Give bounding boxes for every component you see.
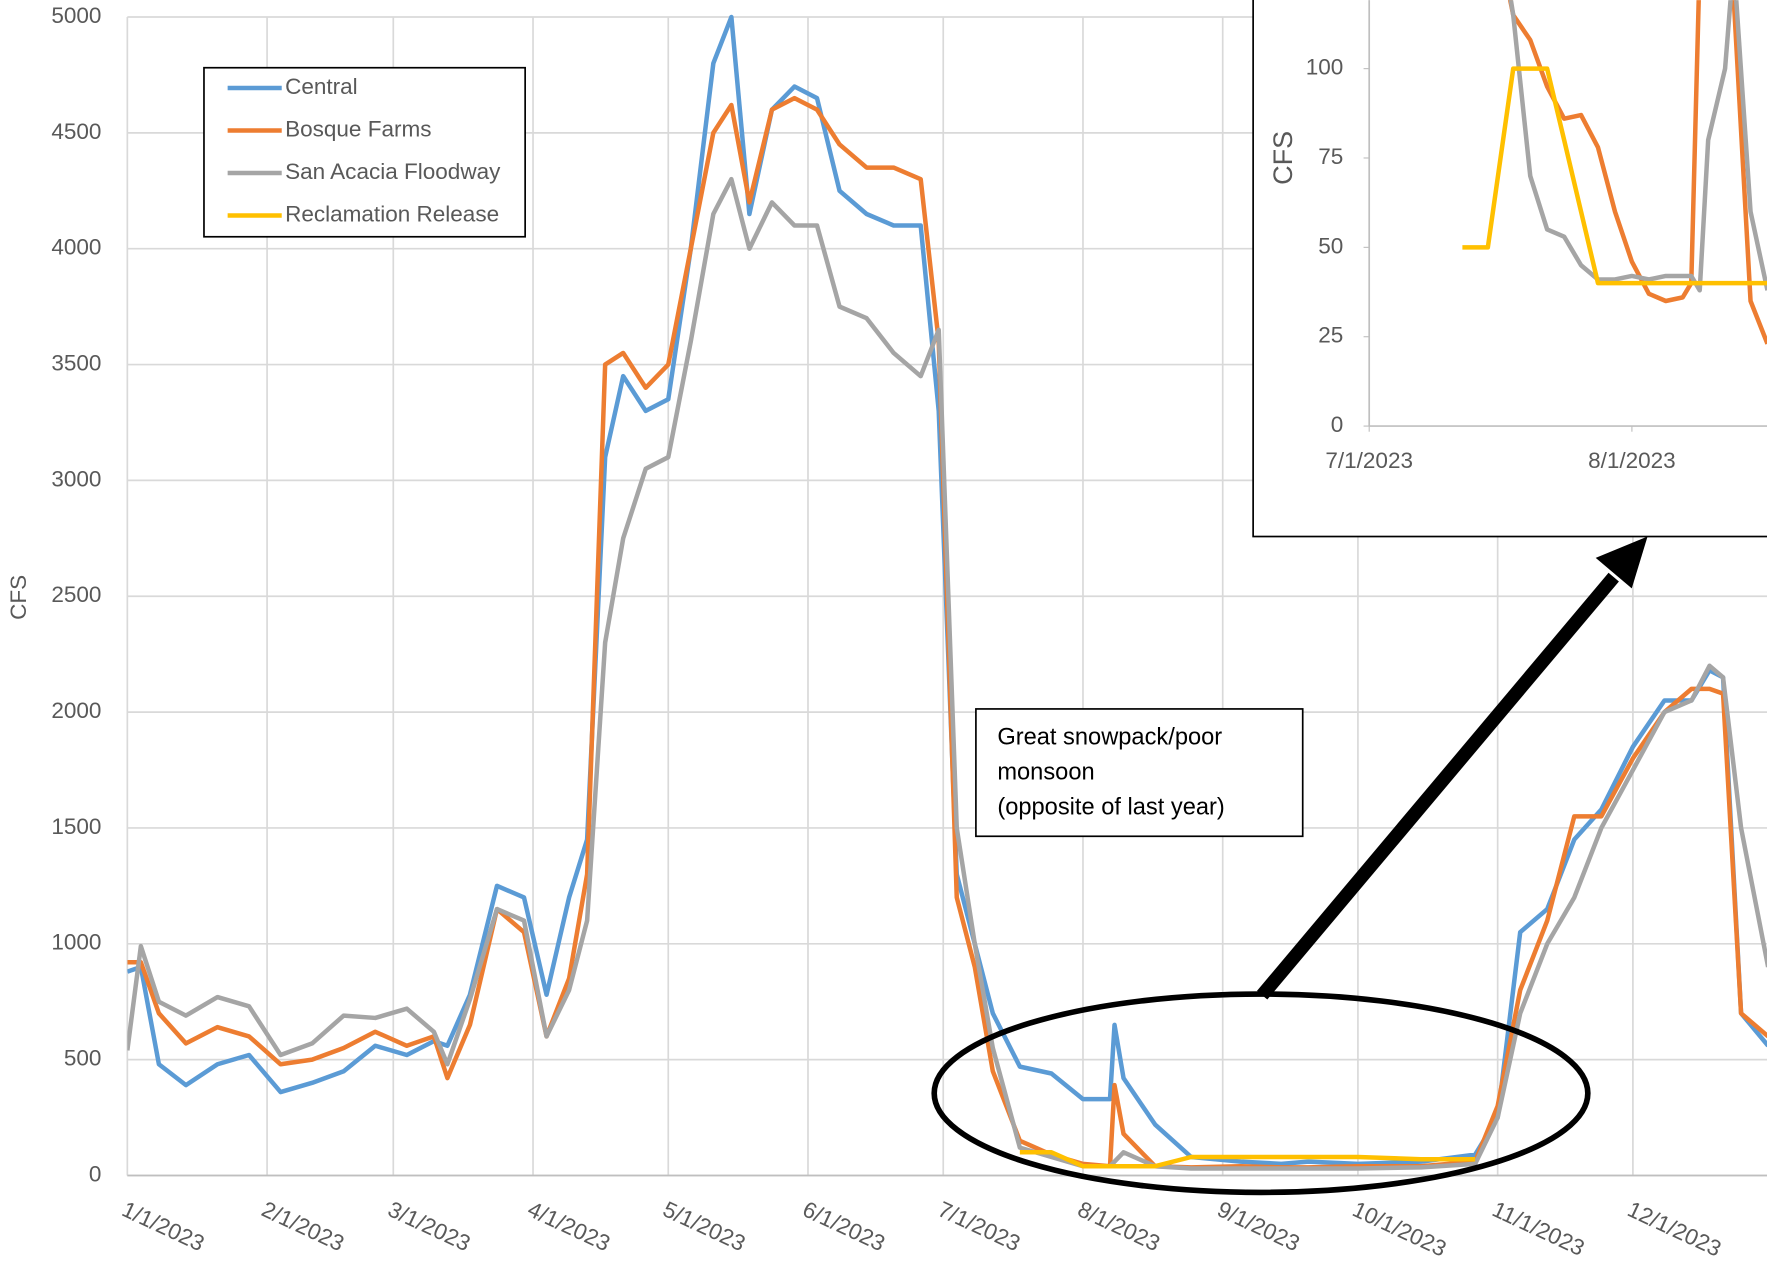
annotation-box xyxy=(975,708,1304,838)
y-tick-label: 1000 xyxy=(51,930,101,955)
x-tick-label: 7/1/2023 xyxy=(1325,448,1413,473)
series-line xyxy=(127,14,1767,1167)
series-line xyxy=(1508,0,1767,293)
x-tick-label: 2/1/2023 xyxy=(258,1197,348,1257)
legend-label: Reclamation Release xyxy=(285,201,499,226)
legend-box xyxy=(203,66,526,238)
series-line xyxy=(127,176,1767,1171)
legend-label: San Acacia Floodway xyxy=(285,159,501,184)
arrow-head xyxy=(1595,536,1648,589)
series-line xyxy=(127,95,1767,1170)
x-tick-label: 6/1/2023 xyxy=(799,1197,889,1257)
y-tick-label: 25 xyxy=(1318,323,1343,348)
y-tick-label: 500 xyxy=(64,1046,102,1071)
y-tick-label: 3500 xyxy=(51,351,101,376)
y-tick-label: 2000 xyxy=(51,698,101,723)
x-tick-label: 8/1/2023 xyxy=(1588,448,1676,473)
x-tick-label: 1/1/2023 xyxy=(118,1197,208,1257)
y-tick-label: 2500 xyxy=(51,582,101,607)
y-tick-label: 5000 xyxy=(51,3,101,28)
x-tick-label: 4/1/2023 xyxy=(524,1197,614,1257)
annotation-text: monsoon xyxy=(997,759,1094,785)
legend-label: Bosque Farms xyxy=(285,116,431,141)
y-axis-label: CFS xyxy=(6,575,31,620)
series-line xyxy=(1507,0,1767,345)
x-tick-label: 12/1/2023 xyxy=(1624,1197,1725,1262)
series-line xyxy=(1462,66,1767,286)
inset-chart: 0 25 50 75 100 7/1/2023 8/1/2023 CFS xyxy=(1252,0,1767,538)
y-tick-label: 0 xyxy=(1331,412,1344,437)
y-axis-label: CFS xyxy=(1268,131,1298,185)
x-tick-label: 8/1/2023 xyxy=(1074,1197,1164,1257)
y-tick-label: 100 xyxy=(1306,55,1344,80)
y-tick-label: 4500 xyxy=(51,119,101,144)
annotation-text: Great snowpack/poor xyxy=(997,724,1222,750)
x-tick-label: 9/1/2023 xyxy=(1214,1197,1304,1257)
arrow-shaft xyxy=(1256,572,1619,1000)
y-tick-label: 50 xyxy=(1318,233,1343,258)
series-line xyxy=(1019,1150,1476,1169)
legend-label: Central xyxy=(285,74,358,99)
overlay: Central Bosque Farms San Acacia Floodway Re… xyxy=(203,66,1648,1196)
x-tick-label: 3/1/2023 xyxy=(384,1197,474,1257)
x-tick-label: 7/1/2023 xyxy=(934,1197,1024,1257)
x-tick-label: 11/1/2023 xyxy=(1489,1197,1589,1261)
x-tick-label: 5/1/2023 xyxy=(659,1197,749,1257)
y-tick-label: 4000 xyxy=(51,235,101,260)
y-tick-label: 3000 xyxy=(51,466,101,491)
y-tick-label: 75 xyxy=(1318,144,1343,169)
y-tick-label: 1500 xyxy=(51,814,101,839)
annotation-text: (opposite of last year) xyxy=(997,794,1224,820)
y-tick-label: 0 xyxy=(89,1161,102,1186)
x-tick-label: 10/1/2023 xyxy=(1349,1197,1450,1262)
